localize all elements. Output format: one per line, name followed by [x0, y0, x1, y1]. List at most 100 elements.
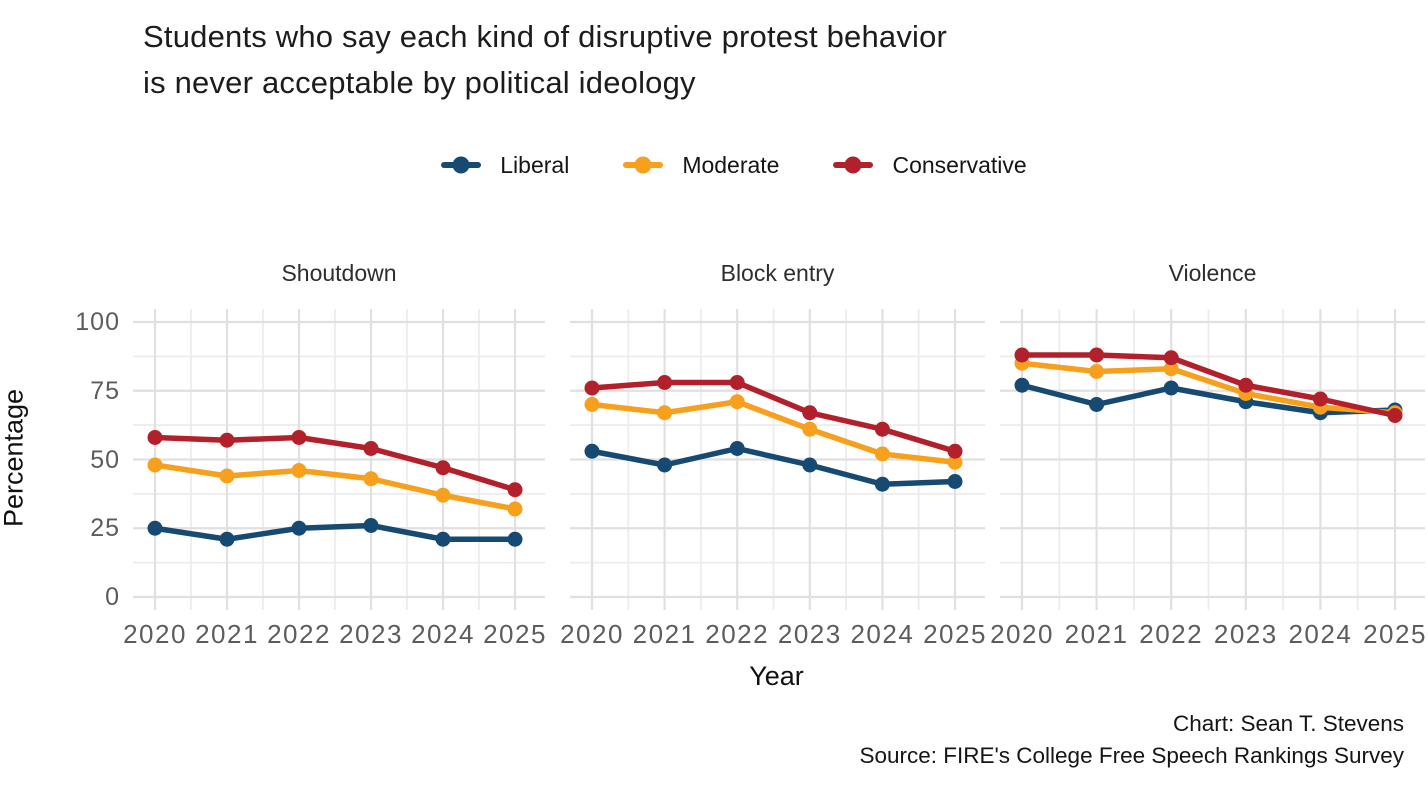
x-tick-label: 2023 [1214, 619, 1278, 649]
point-liberal-2024 [874, 476, 890, 492]
x-tick-label: 2020 [990, 619, 1054, 649]
point-conservative-2023 [802, 405, 818, 421]
conservative-dot-icon [844, 156, 862, 174]
y-axis-label: Percentage [0, 388, 29, 528]
y-tick-label: 0 [105, 583, 120, 611]
point-conservative-2021 [657, 375, 673, 390]
liberal-line-swatch-icon [441, 156, 482, 174]
point-conservative-2024 [874, 421, 890, 437]
point-moderate-2023 [802, 421, 818, 437]
point-moderate-2024 [435, 487, 451, 503]
legend: Liberal Moderate Conservative [40, 150, 1428, 180]
legend-item-conservative: Conservative [833, 151, 1027, 179]
point-liberal-2022 [729, 441, 745, 456]
point-moderate-2022 [729, 394, 745, 410]
point-conservative-2022 [1163, 350, 1179, 366]
point-conservative-2025 [507, 482, 523, 498]
point-liberal-2020 [147, 520, 163, 536]
point-liberal-2025 [507, 531, 523, 547]
x-tick-label: 2024 [850, 619, 914, 649]
point-moderate-2023 [363, 471, 379, 487]
point-liberal-2022 [1163, 380, 1179, 396]
point-conservative-2022 [291, 430, 307, 445]
moderate-line-swatch-icon [623, 156, 664, 174]
x-tick-label: 2022 [1139, 619, 1203, 649]
point-conservative-2021 [1089, 347, 1105, 363]
line-liberal [152, 522, 518, 542]
facet-title-block-entry: Block entry [720, 260, 835, 286]
point-liberal-2023 [363, 518, 379, 533]
point-liberal-2021 [657, 457, 673, 473]
liberal-dot-icon [452, 156, 470, 174]
legend-item-moderate: Moderate [623, 152, 779, 179]
moderate-dot-icon [634, 156, 652, 174]
point-moderate-2021 [657, 405, 673, 421]
point-liberal-2021 [219, 531, 235, 547]
panel-block-entry-chart: 2020 2021 2022 2023 2024 2025 [560, 309, 987, 649]
point-moderate-2021 [219, 468, 235, 484]
line-moderate [589, 399, 958, 465]
x-tick-label: 2021 [195, 619, 259, 649]
x-tick-label: 2023 [778, 619, 842, 649]
chart-title-line-1: Students who say each kind of disruptive… [143, 19, 948, 54]
point-conservative-2022 [729, 375, 745, 390]
point-conservative-2020 [147, 430, 163, 445]
line-liberal [589, 445, 958, 487]
point-conservative-2025 [947, 443, 963, 459]
point-liberal-2022 [291, 520, 307, 536]
point-conservative-2021 [219, 432, 235, 448]
line-conservative [152, 434, 518, 493]
point-moderate-2025 [507, 501, 523, 517]
x-tick-label: 2024 [1288, 619, 1352, 649]
point-moderate-2022 [291, 463, 307, 478]
line-conservative [589, 379, 958, 454]
chart-title-line-2: is never acceptable by political ideolog… [143, 65, 696, 100]
point-moderate-2020 [147, 457, 163, 473]
chart-figure: Students who say each kind of disruptive… [0, 14, 1428, 796]
x-tick-label: 2021 [633, 619, 697, 649]
point-liberal-2023 [802, 457, 818, 473]
x-tick-label: 2022 [267, 619, 331, 649]
line-liberal [1019, 382, 1398, 416]
point-liberal-2025 [947, 474, 963, 489]
panel-violence-chart: 2020 2021 2022 2023 2024 2025 [990, 309, 1427, 649]
point-moderate-2021 [1089, 364, 1105, 379]
panel-shoutdown-chart: 2020 2021 2022 2023 2024 2025 [123, 309, 545, 649]
credit-source: Source: FIRE's College Free Speech Ranki… [859, 743, 1404, 768]
line-moderate [1019, 360, 1398, 416]
point-conservative-2023 [1238, 377, 1254, 393]
x-axis-label: Year [749, 661, 804, 691]
point-conservative-2024 [435, 460, 451, 476]
legend-label: Conservative [892, 151, 1027, 178]
point-conservative-2025 [1387, 408, 1403, 423]
point-conservative-2024 [1312, 391, 1328, 407]
point-moderate-2022 [1163, 361, 1179, 377]
legend-label: Liberal [500, 151, 570, 178]
chart-title: Students who say each kind of disruptive… [143, 14, 1428, 106]
y-tick-label: 50 [90, 445, 120, 474]
y-tick-label: 75 [90, 376, 120, 405]
y-tick-label: 25 [90, 514, 120, 543]
point-liberal-2020 [584, 443, 600, 459]
point-moderate-2020 [584, 397, 600, 412]
point-conservative-2020 [1014, 347, 1030, 363]
x-tick-label: 2025 [923, 619, 987, 649]
x-tick-label: 2022 [705, 619, 769, 649]
x-tick-label: 2020 [123, 619, 187, 649]
facet-title-shoutdown: Shoutdown [281, 260, 397, 286]
x-tick-label: 2024 [411, 619, 475, 649]
x-tick-label: 2020 [560, 619, 624, 649]
line-moderate [152, 462, 518, 512]
line-conservative [1019, 352, 1398, 419]
point-conservative-2023 [363, 441, 379, 456]
conservative-line-swatch-icon [833, 156, 874, 174]
legend-label: Moderate [682, 151, 780, 178]
point-liberal-2021 [1089, 397, 1105, 412]
point-liberal-2020 [1014, 377, 1030, 393]
point-moderate-2025 [947, 454, 963, 470]
point-liberal-2024 [435, 531, 451, 547]
legend-item-liberal: Liberal [441, 152, 569, 179]
y-tick-label: 100 [75, 308, 120, 336]
x-tick-label: 2025 [1363, 619, 1427, 649]
facet-title-violence: Violence [1168, 260, 1257, 286]
